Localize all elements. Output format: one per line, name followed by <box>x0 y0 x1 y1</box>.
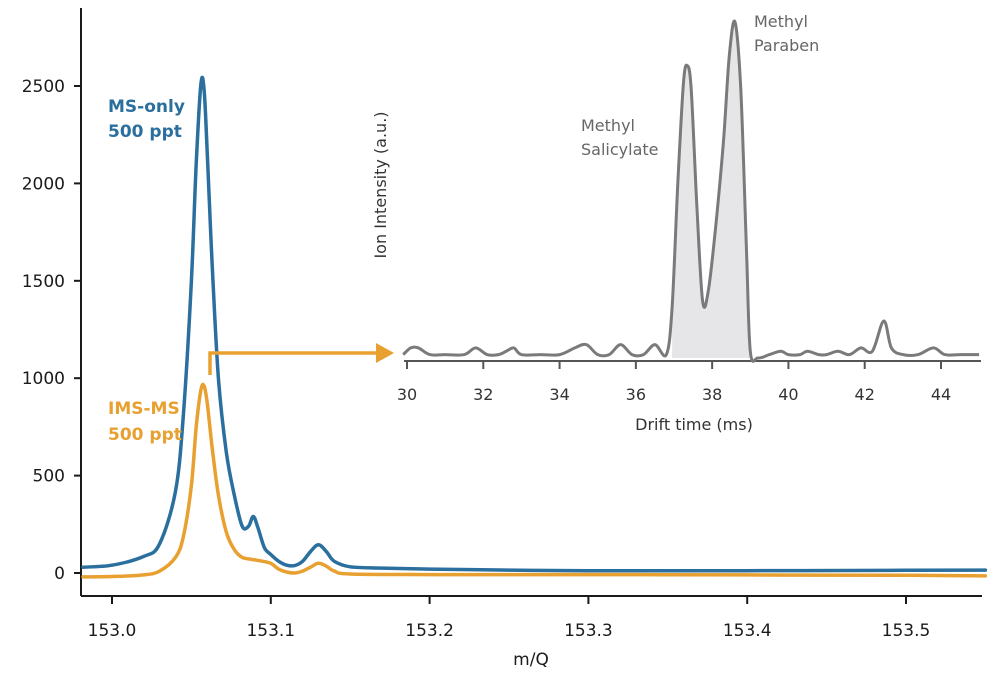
main-y-tick-label: 2500 <box>22 77 65 97</box>
connector-arrow-line <box>208 351 380 375</box>
inset-x-tick-label: 36 <box>626 385 646 404</box>
inset-series-group <box>402 19 980 363</box>
inset-x-tick-label: 30 <box>397 385 417 404</box>
inset-chart: 30 32 34 36 38 40 42 44 Drift time (ms) Ion Int… <box>371 12 981 434</box>
connector-arrow-head <box>376 343 394 363</box>
main-y-tick-label: 1000 <box>22 369 65 389</box>
methyl-salicylate-line-1: Methyl <box>581 116 635 135</box>
main-x-tick-label: 153.0 <box>88 621 137 641</box>
inset-y-axis-label: Ion Intensity (a.u.) <box>371 111 390 258</box>
main-x-tick-label: 153.3 <box>564 621 613 641</box>
ims-ms-label-line-1: IMS-MS <box>108 399 180 419</box>
main-x-tick-label: 153.1 <box>246 621 295 641</box>
ims-ms-label: IMS-MS 500 ppt <box>108 399 186 445</box>
inset-x-tick-label: 38 <box>702 385 722 404</box>
main-x-tick-label: 153.5 <box>882 621 931 641</box>
methyl-paraben-annotation: Methyl Paraben <box>754 12 819 55</box>
main-y-tick-label: 1500 <box>22 272 65 292</box>
main-y-ticks: 0 500 1000 1500 2000 2500 <box>22 77 81 584</box>
methyl-paraben-line-1: Methyl <box>754 12 808 31</box>
inset-x-axis-label: Drift time (ms) <box>635 415 753 434</box>
main-x-tick-label: 153.4 <box>723 621 772 641</box>
methyl-salicylate-annotation: Methyl Salicylate <box>581 116 658 159</box>
main-x-tick-label: 153.2 <box>405 621 454 641</box>
ms-only-label-line-1: MS-only <box>108 97 185 117</box>
main-y-tick-label: 500 <box>33 467 65 487</box>
inset-x-tick-label: 42 <box>855 385 875 404</box>
ms-only-label: MS-only 500 ppt <box>108 97 191 142</box>
methyl-salicylate-line-2: Salicylate <box>581 140 658 159</box>
main-x-ticks: 153.0 153.1 153.2 153.3 153.4 153.5 <box>88 596 931 641</box>
main-y-tick-label: 0 <box>54 564 65 584</box>
drift-time-line <box>402 19 980 363</box>
inset-x-tick-label: 32 <box>473 385 493 404</box>
main-x-axis-label: m/Q <box>513 650 549 670</box>
connector-arrow <box>208 343 394 375</box>
inset-x-tick-label: 40 <box>778 385 798 404</box>
inset-x-tick-label: 34 <box>549 385 569 404</box>
main-series-group <box>81 75 988 579</box>
inset-x-ticks: 30 32 34 36 38 40 42 44 <box>397 361 951 404</box>
main-y-tick-label: 2000 <box>22 174 65 194</box>
methyl-paraben-line-2: Paraben <box>754 36 819 55</box>
ims-ms-label-line-2: 500 ppt <box>108 425 182 445</box>
inset-x-tick-label: 44 <box>931 385 951 404</box>
ims-ms-500-ppt-line <box>81 382 988 579</box>
ms-only-label-line-2: 500 ppt <box>108 122 182 142</box>
ms-only-500-ppt-line <box>81 75 988 573</box>
